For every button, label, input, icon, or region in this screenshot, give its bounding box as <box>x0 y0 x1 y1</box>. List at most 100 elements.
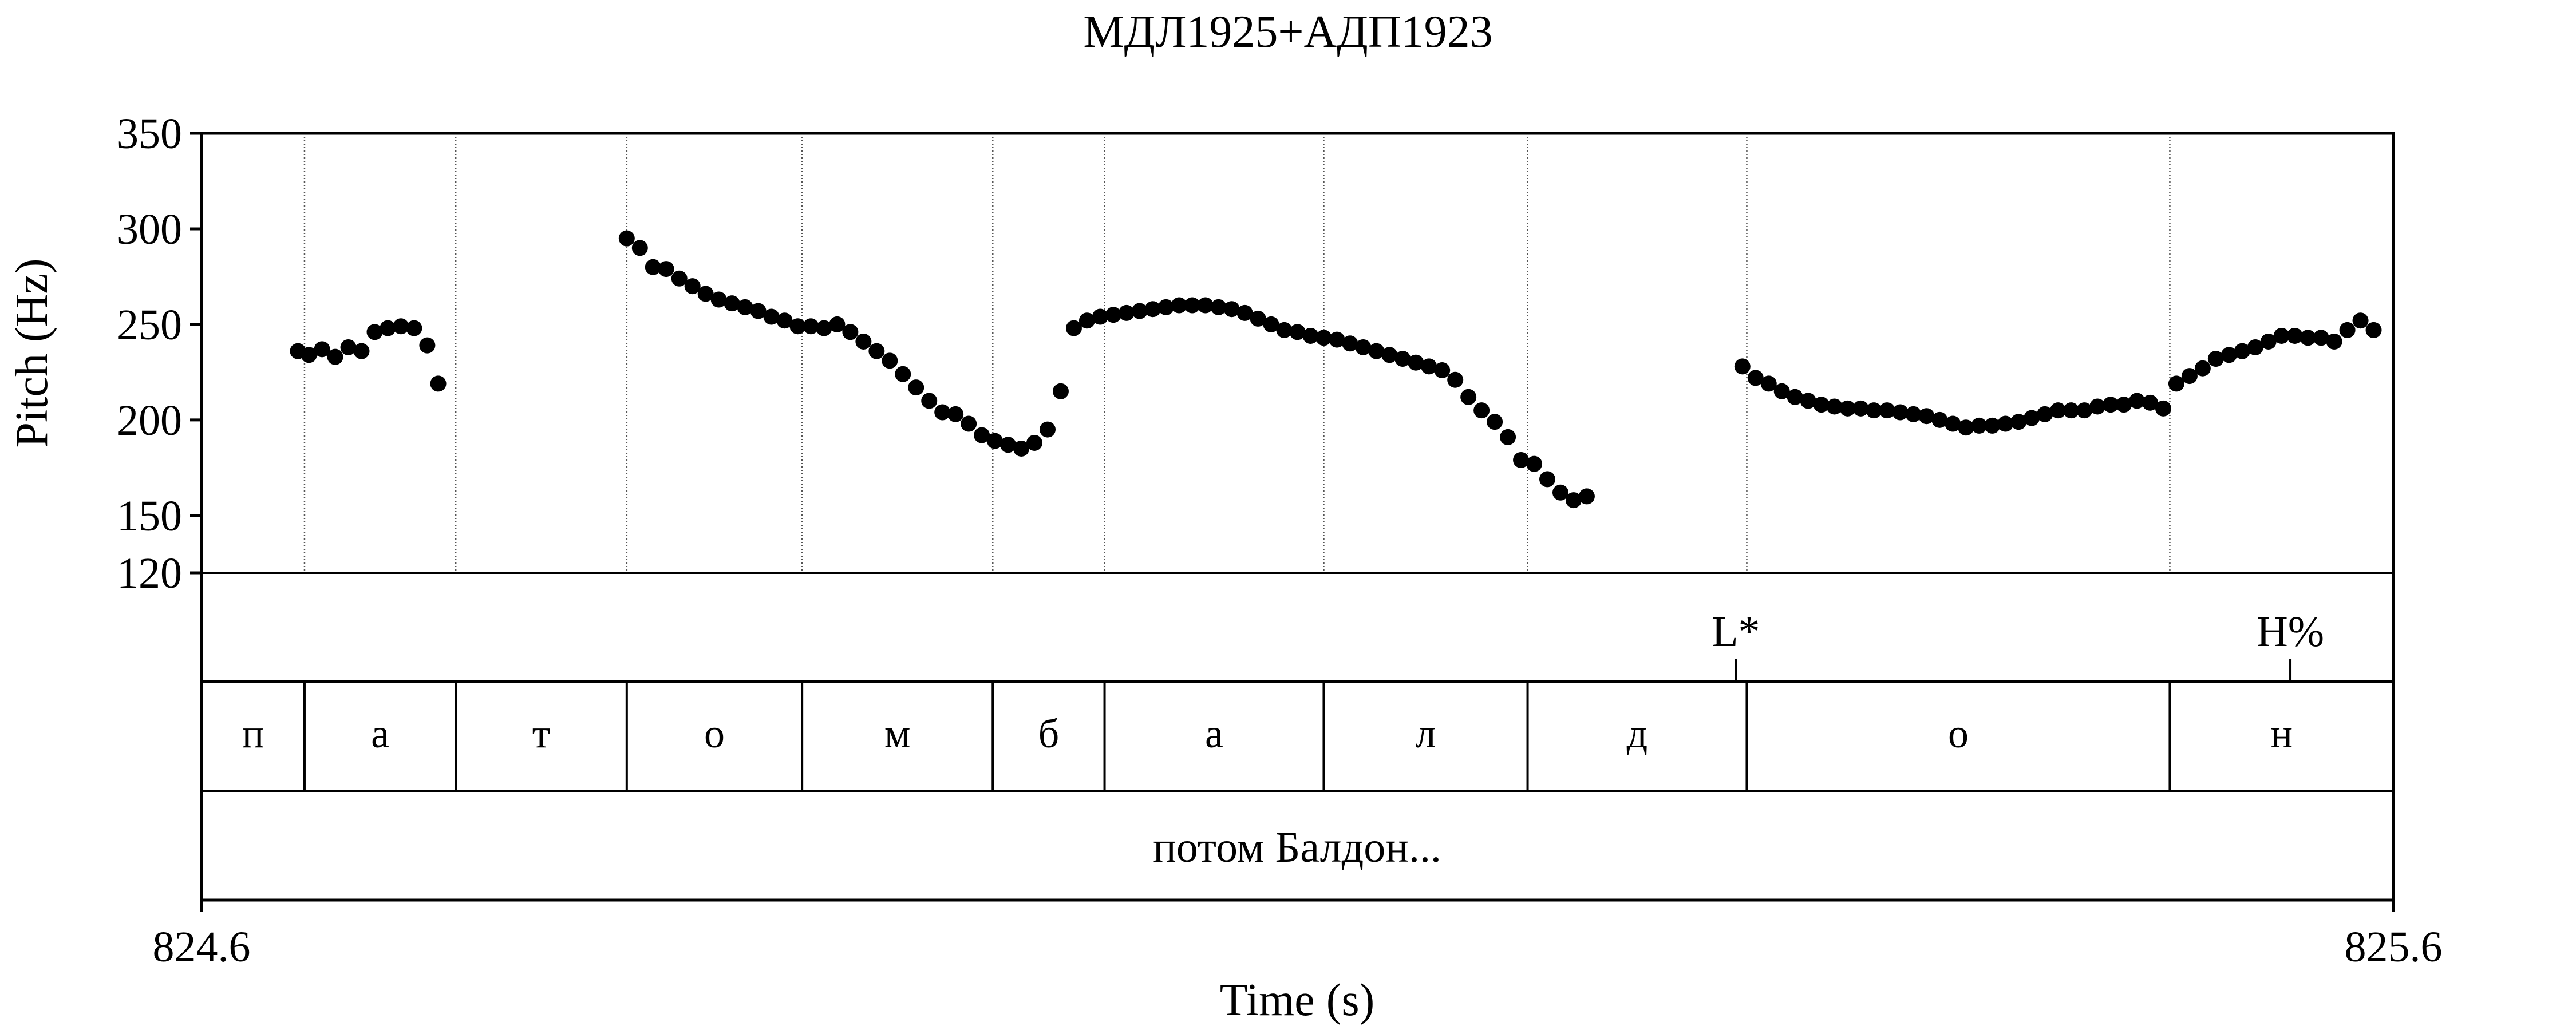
y-axis-label: Pitch (Hz) <box>7 258 57 447</box>
pitch-point <box>366 324 383 340</box>
pitch-point <box>327 348 343 365</box>
pitch-point <box>882 352 898 369</box>
pitch-point <box>2247 339 2263 355</box>
pitch-point <box>1905 406 1922 422</box>
pitch-point <box>2050 402 2067 419</box>
pitch-point <box>1787 389 1803 405</box>
x-tick-label-end: 825.6 <box>2345 923 2443 971</box>
pitch-point <box>921 393 938 409</box>
pitch-point <box>895 366 911 382</box>
pitch-point <box>684 278 701 295</box>
pitch-point <box>2076 402 2093 419</box>
pitch-point <box>816 320 832 336</box>
pitch-point <box>2037 406 2053 422</box>
segment-label: п <box>242 711 264 756</box>
pitch-point <box>2116 397 2132 413</box>
pitch-point <box>1355 339 1372 355</box>
pitch-point <box>658 261 674 278</box>
pitch-point <box>1552 484 1568 501</box>
pitch-point <box>1984 417 2001 434</box>
pitch-point <box>2063 402 2080 419</box>
pitch-point <box>380 320 396 336</box>
pitch-point <box>1052 383 1069 399</box>
pitch-point <box>1197 297 1214 314</box>
pitch-point <box>1381 347 1398 363</box>
pitch-point <box>987 433 1003 449</box>
pitch-point <box>961 415 977 432</box>
pitch-point <box>1773 383 1790 399</box>
segment-label: т <box>532 711 550 756</box>
pitch-point <box>631 240 648 256</box>
pitch-points <box>290 230 2382 509</box>
pitch-point <box>2300 330 2316 346</box>
y-axis: 120 150 200 250 300 350 <box>117 110 202 597</box>
pitch-point <box>1342 335 1358 352</box>
segment-label: о <box>704 711 725 756</box>
pitch-point <box>1473 402 1490 419</box>
pitch-point <box>1460 389 1477 405</box>
segment-boundary-lines <box>303 133 2171 573</box>
pitch-point <box>2142 394 2158 411</box>
pitch-point <box>671 270 688 287</box>
y-tick-label: 120 <box>117 549 182 597</box>
pitch-point <box>1157 299 1174 315</box>
pitch-point <box>1513 451 1530 468</box>
pitch-point <box>314 341 330 358</box>
pitch-point <box>2234 343 2250 359</box>
pitch-point <box>1250 310 1266 327</box>
pitch-point <box>1184 297 1200 314</box>
pitch-point <box>724 295 740 312</box>
pitch-point <box>2168 375 2184 392</box>
pitch-point <box>1565 492 1582 509</box>
pitch-point <box>750 303 767 319</box>
pitch-point <box>1263 316 1279 332</box>
pitch-point <box>1747 370 1764 386</box>
pitch-point <box>301 347 317 363</box>
pitch-point <box>1447 371 1464 388</box>
pitch-point <box>1500 429 1516 445</box>
pitch-point <box>908 379 924 396</box>
y-tick-label: 200 <box>117 397 182 445</box>
pitch-point <box>1931 411 1948 428</box>
segment-label: м <box>884 711 911 756</box>
pitch-point <box>1997 415 2014 432</box>
pitch-point <box>855 333 872 350</box>
pitch-point <box>2260 333 2277 350</box>
pitch-point <box>2103 397 2119 413</box>
pitch-point <box>1892 404 1909 421</box>
pitch-point <box>829 316 846 332</box>
x-axis-label: Time (s) <box>1220 975 1374 1025</box>
chart-title: МДЛ1925+АДП1923 <box>1083 7 1492 57</box>
pitch-point <box>2221 347 2237 363</box>
pitch-point <box>763 308 780 325</box>
pitch-point <box>1394 351 1411 367</box>
pitch-point <box>353 343 370 359</box>
pitch-point <box>1118 304 1135 321</box>
pitch-point <box>2365 322 2382 338</box>
pitch-point <box>1813 397 1830 413</box>
pitch-point <box>2155 400 2171 417</box>
pitch-point <box>1315 330 1332 346</box>
phrase-label: потом Балдон... <box>1153 823 1441 871</box>
segment-label: д <box>1627 711 1648 756</box>
pitch-point <box>340 339 357 355</box>
pitch-point <box>406 320 422 336</box>
pitch-point <box>2326 333 2342 350</box>
tone-tier: L* H% <box>1712 608 2324 682</box>
pitch-point <box>1434 362 1451 379</box>
y-tick-label: 350 <box>117 110 182 158</box>
x-tick-label-start: 824.6 <box>153 923 251 971</box>
pitch-point <box>2339 322 2356 338</box>
pitch-point <box>393 318 409 335</box>
pitch-point <box>2024 410 2040 426</box>
pitch-point <box>1039 421 1056 438</box>
pitch-point <box>947 406 964 422</box>
pitch-point <box>1760 375 1777 392</box>
pitch-point <box>1971 417 1988 434</box>
pitch-point <box>1210 299 1227 315</box>
pitch-point <box>868 343 885 359</box>
y-tick-label: 300 <box>117 205 182 253</box>
pitch-point <box>1958 419 1974 436</box>
pitch-point <box>2313 330 2329 346</box>
